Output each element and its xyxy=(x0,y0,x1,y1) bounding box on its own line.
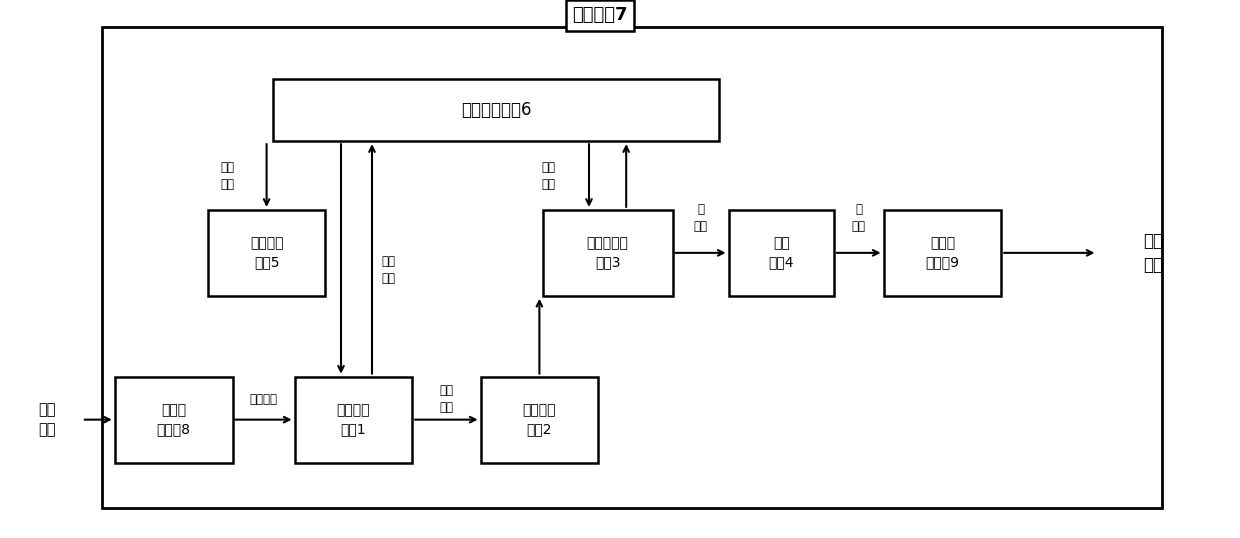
Text: 射频
信号: 射频 信号 xyxy=(38,402,56,437)
Text: 高速激光器
芯片3: 高速激光器 芯片3 xyxy=(587,236,629,270)
Text: 微波匹配
网络2: 微波匹配 网络2 xyxy=(522,403,557,436)
Bar xyxy=(207,210,325,296)
Text: 射频输
入端口8: 射频输 入端口8 xyxy=(156,403,191,436)
Text: 微波信号: 微波信号 xyxy=(249,393,278,406)
Bar xyxy=(481,377,599,463)
Text: 光
信号: 光 信号 xyxy=(852,203,866,233)
Text: 微波芯片
单元1: 微波芯片 单元1 xyxy=(336,403,371,436)
Bar xyxy=(543,210,672,296)
Text: 光学
信号: 光学 信号 xyxy=(1143,232,1163,274)
Text: 微波
信号: 微波 信号 xyxy=(439,384,454,414)
Text: 光学输
出端口9: 光学输 出端口9 xyxy=(925,236,960,270)
Text: 控制
信号: 控制 信号 xyxy=(219,160,234,190)
Bar xyxy=(102,27,1162,508)
Text: 控制
信号: 控制 信号 xyxy=(381,254,396,285)
Bar xyxy=(115,377,233,463)
Text: 光
信号: 光 信号 xyxy=(693,203,708,233)
Text: 温度调控
单元5: 温度调控 单元5 xyxy=(249,236,284,270)
Bar xyxy=(729,210,833,296)
Text: 耦合
透镜4: 耦合 透镜4 xyxy=(769,236,794,270)
Bar xyxy=(883,210,1002,296)
Text: 控制
信号: 控制 信号 xyxy=(541,160,556,190)
Bar xyxy=(295,377,413,463)
Bar xyxy=(273,79,719,141)
Text: 屏蔽壳体7: 屏蔽壳体7 xyxy=(572,6,627,24)
Text: 控制电路单元6: 控制电路单元6 xyxy=(461,101,531,119)
